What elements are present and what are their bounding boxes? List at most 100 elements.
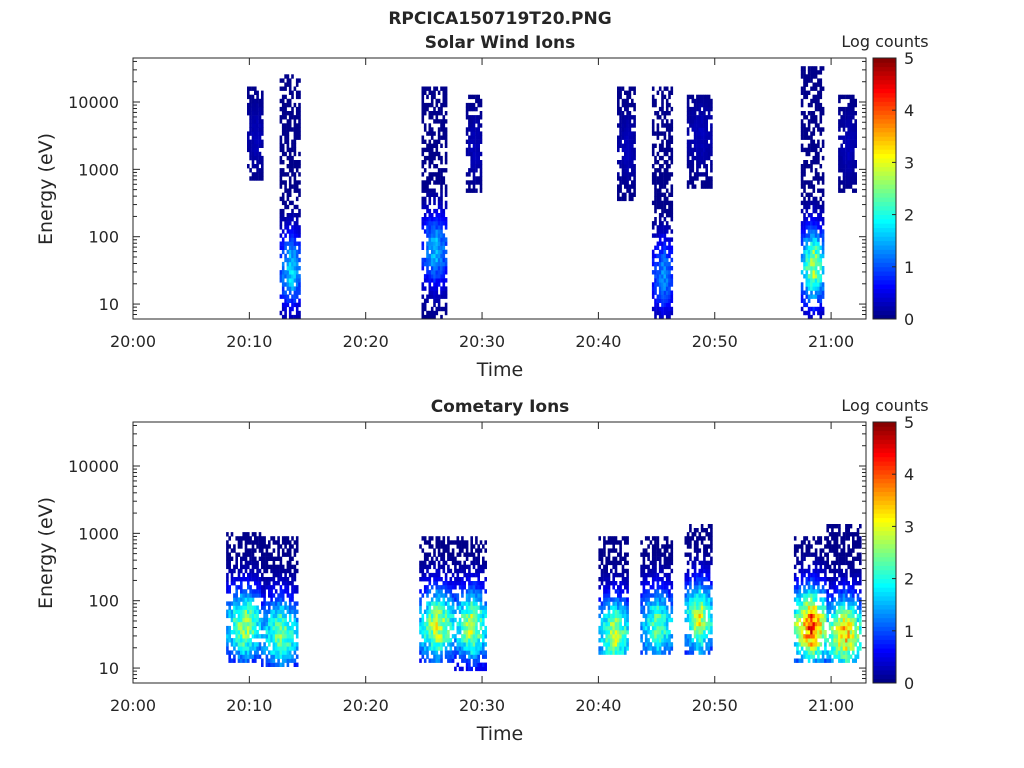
heatmap-cell [430, 658, 434, 663]
heatmap-cell [631, 155, 634, 161]
heatmap-cell [293, 609, 297, 614]
heatmap-cell [800, 638, 804, 643]
heatmap-cell [803, 261, 806, 267]
heatmap-cell [268, 621, 271, 627]
heatmap-cell [472, 164, 476, 169]
heatmap-cell [251, 147, 255, 153]
heatmap-cell [686, 115, 690, 120]
heatmap-cell [651, 581, 655, 586]
heatmap-cell [435, 540, 439, 545]
heatmap-cell [288, 650, 292, 655]
heatmap-cell [654, 208, 657, 214]
heatmap-cell [477, 560, 480, 566]
heatmap-cell [258, 540, 262, 545]
heatmap-cell [696, 572, 699, 578]
heatmap-cell [288, 241, 292, 246]
heatmap-cell [226, 564, 229, 570]
heatmap-cell [812, 257, 816, 263]
heatmap-cell [654, 200, 657, 206]
heatmap-cell [281, 241, 285, 246]
heatmap-cell [703, 115, 706, 120]
heatmap-cell [810, 552, 813, 557]
heatmap-cell [442, 123, 446, 128]
heatmap-cell [812, 94, 816, 100]
heatmap-cell [658, 630, 662, 635]
heatmap-cell [281, 294, 285, 299]
heatmap-cell [242, 658, 245, 663]
heatmap-cell [700, 139, 704, 144]
heatmap-cell [288, 102, 292, 108]
heatmap-cell [684, 601, 688, 606]
heatmap-cell [691, 184, 695, 189]
heatmap-cell [293, 662, 297, 667]
heatmap-cell [698, 532, 702, 537]
heatmap-cell [626, 139, 629, 144]
heatmap-cell [284, 306, 287, 312]
heatmap-cell [454, 597, 457, 602]
heatmap-cell [293, 229, 297, 234]
heatmap-cell [288, 601, 292, 606]
heatmap-cell [817, 78, 820, 83]
heatmap-cell [654, 172, 657, 177]
heatmap-cell [293, 123, 297, 128]
heatmap-cell [668, 208, 671, 214]
heatmap-cell [817, 143, 820, 148]
heatmap-cell [281, 131, 285, 136]
heatmap-cell [451, 617, 455, 623]
heatmap-cell [640, 568, 643, 574]
heatmap-cell [281, 261, 285, 267]
heatmap-cell [477, 131, 480, 136]
heatmap-cell [456, 572, 460, 578]
heatmap-cell [444, 86, 448, 91]
heatmap-cell [703, 160, 706, 165]
heatmap-cell [665, 572, 669, 578]
heatmap-cell [663, 86, 667, 91]
heatmap-cell [684, 581, 688, 586]
heatmap-cell [430, 306, 434, 312]
colorbar-step [873, 153, 896, 159]
heatmap-cell [598, 548, 601, 553]
heatmap-cell [812, 66, 816, 71]
heatmap-cell [233, 621, 236, 627]
heatmap-cell [668, 593, 671, 598]
heatmap-cell [423, 286, 427, 291]
heatmap-cell [286, 294, 290, 299]
heatmap-cell [670, 217, 674, 222]
heatmap-cell [693, 532, 697, 537]
heatmap-cell [654, 188, 657, 193]
heatmap-cell [295, 310, 299, 316]
heatmap-cell [470, 666, 473, 672]
heatmap-cell [263, 536, 266, 541]
heatmap-cell [421, 135, 425, 140]
heatmap-cell [444, 241, 448, 246]
heatmap-cell [700, 642, 704, 647]
heatmap-cell [277, 548, 280, 553]
heatmap-cell [658, 278, 662, 283]
heatmap-cell [228, 544, 231, 549]
heatmap-cell [437, 111, 441, 116]
heatmap-cell [428, 102, 432, 108]
heatmap-cell [433, 560, 436, 566]
heatmap-cell [293, 135, 297, 140]
heatmap-cell [691, 593, 695, 598]
heatmap-cell [433, 111, 436, 116]
heatmap-cell [472, 605, 476, 610]
heatmap-cell [279, 617, 283, 623]
heatmap-cell [803, 200, 806, 206]
heatmap-cell [651, 131, 655, 136]
heatmap-cell [698, 634, 702, 639]
heatmap-cell [840, 135, 843, 140]
heatmap-cell [658, 306, 662, 312]
heatmap-cell [803, 184, 806, 189]
heatmap-cell [428, 613, 432, 619]
heatmap-cell [814, 66, 818, 71]
heatmap-cell [810, 86, 813, 91]
heatmap-cell [800, 552, 804, 557]
heatmap-cell [670, 634, 674, 639]
heatmap-cell [842, 123, 846, 128]
heatmap-cell [263, 621, 266, 627]
heatmap-cell [281, 111, 285, 116]
heatmap-cell [626, 135, 629, 140]
heatmap-cell [256, 609, 259, 614]
heatmap-cell [279, 172, 283, 177]
